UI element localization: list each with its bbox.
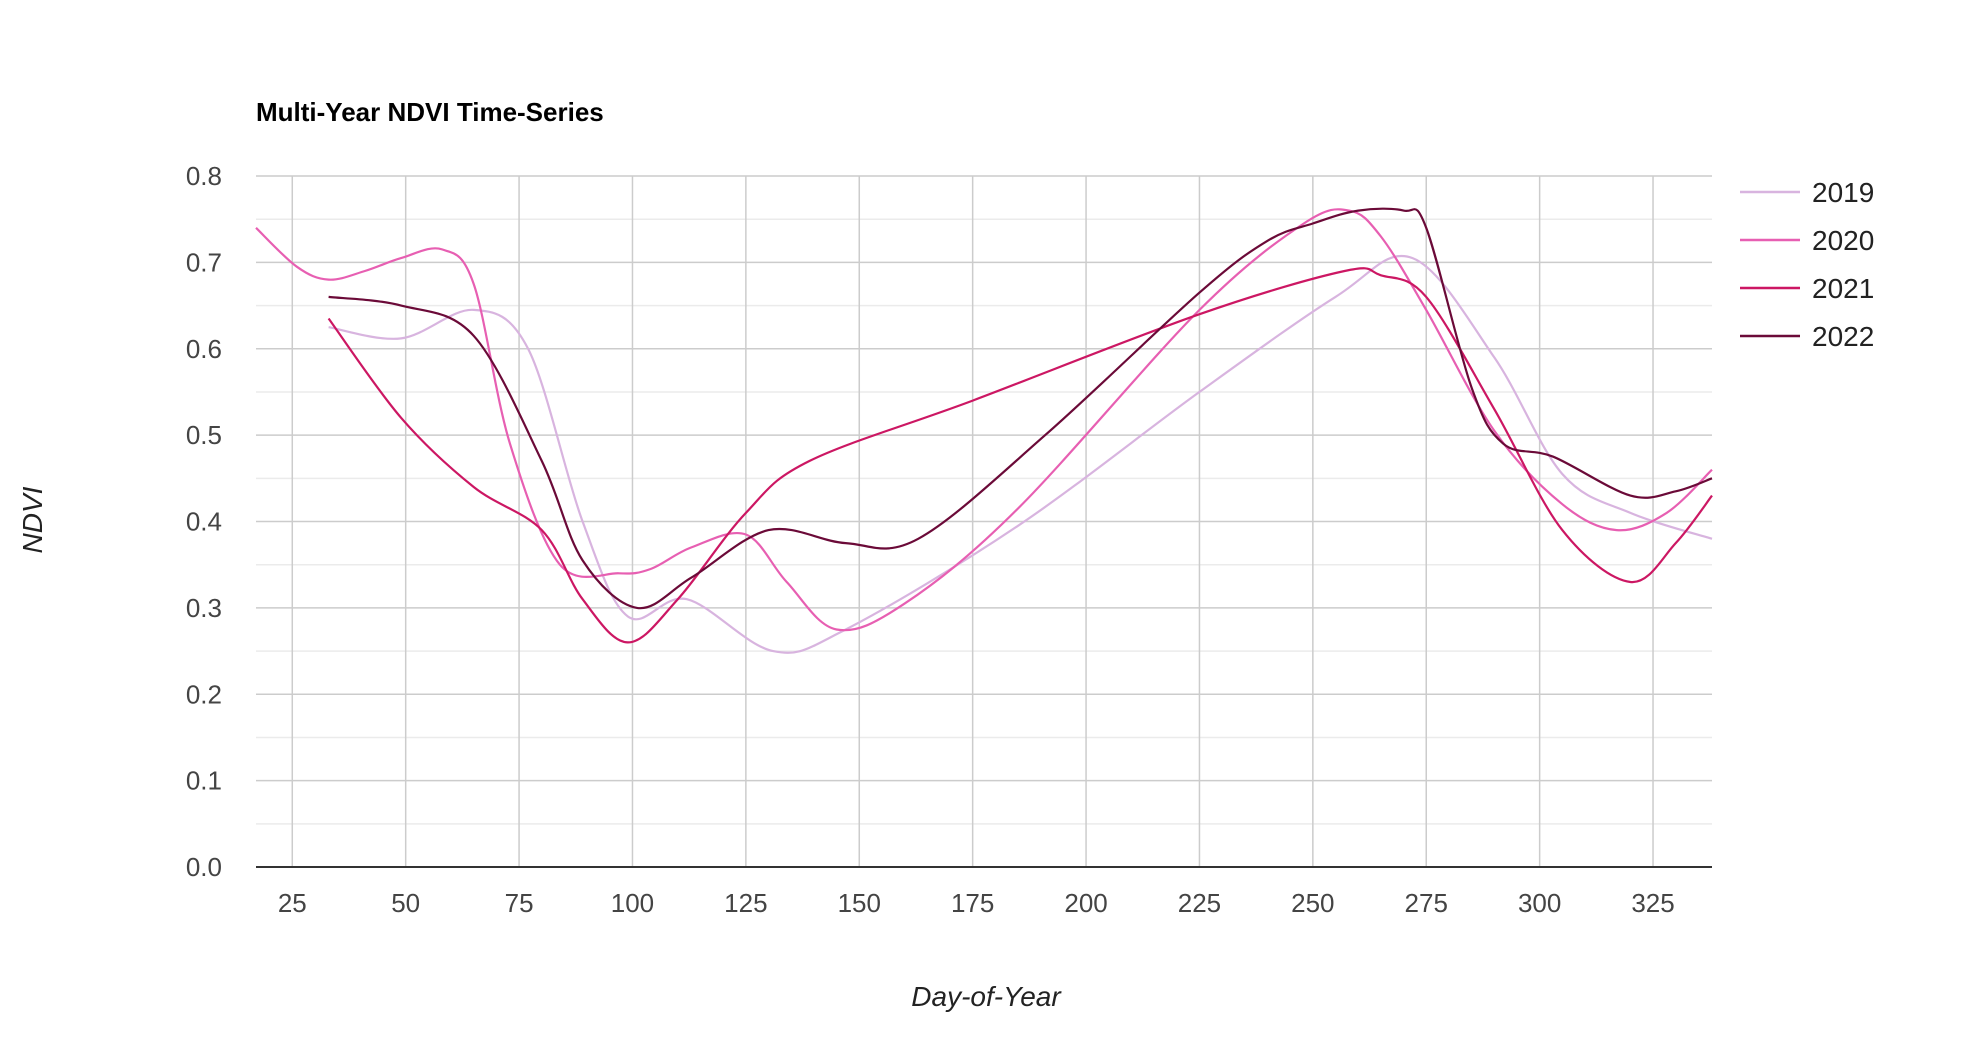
x-tick-label: 275 [1405,888,1448,918]
legend-label-2022: 2022 [1812,321,1874,352]
series-line-2021 [327,267,1713,644]
x-tick-label: 300 [1518,888,1561,918]
y-tick-label: 0.1 [186,766,222,796]
y-axis-label: NDVI [17,486,48,553]
y-axis-ticks: 0.0 0.1 0.2 0.3 0.4 0.5 0.6 0.7 0.8 [186,161,222,882]
y-tick-label: 0.0 [186,852,222,882]
x-tick-label: 75 [505,888,534,918]
legend-label-2019: 2019 [1812,177,1874,208]
series-lines [255,207,1713,654]
legend: 2019 2020 2021 2022 [1740,177,1874,352]
x-tick-label: 250 [1291,888,1334,918]
series-line-2019 [328,254,1713,654]
y-tick-label: 0.2 [186,679,222,709]
x-tick-label: 225 [1178,888,1221,918]
x-tick-label: 175 [951,888,994,918]
series-line-2020 [255,208,1713,632]
grid-lines [256,175,1712,867]
legend-label-2021: 2021 [1812,273,1874,304]
y-tick-label: 0.7 [186,247,222,277]
x-tick-label: 50 [391,888,420,918]
y-tick-label: 0.8 [186,161,222,191]
x-tick-label: 200 [1064,888,1107,918]
x-axis-ticks: 25 50 75 100 125 150 175 200 225 250 275 300 325 [278,888,1675,918]
x-tick-label: 150 [838,888,881,918]
x-axis-label: Day-of-Year [911,981,1062,1012]
legend-label-2020: 2020 [1812,225,1874,256]
x-tick-label: 100 [611,888,654,918]
series-line-2022 [328,207,1713,610]
chart-title: Multi-Year NDVI Time-Series [256,97,604,127]
y-tick-label: 0.4 [186,507,222,537]
x-tick-label: 125 [724,888,767,918]
x-tick-label: 325 [1631,888,1674,918]
x-tick-label: 25 [278,888,307,918]
y-tick-label: 0.6 [186,334,222,364]
y-tick-label: 0.5 [186,420,222,450]
y-tick-label: 0.3 [186,593,222,623]
